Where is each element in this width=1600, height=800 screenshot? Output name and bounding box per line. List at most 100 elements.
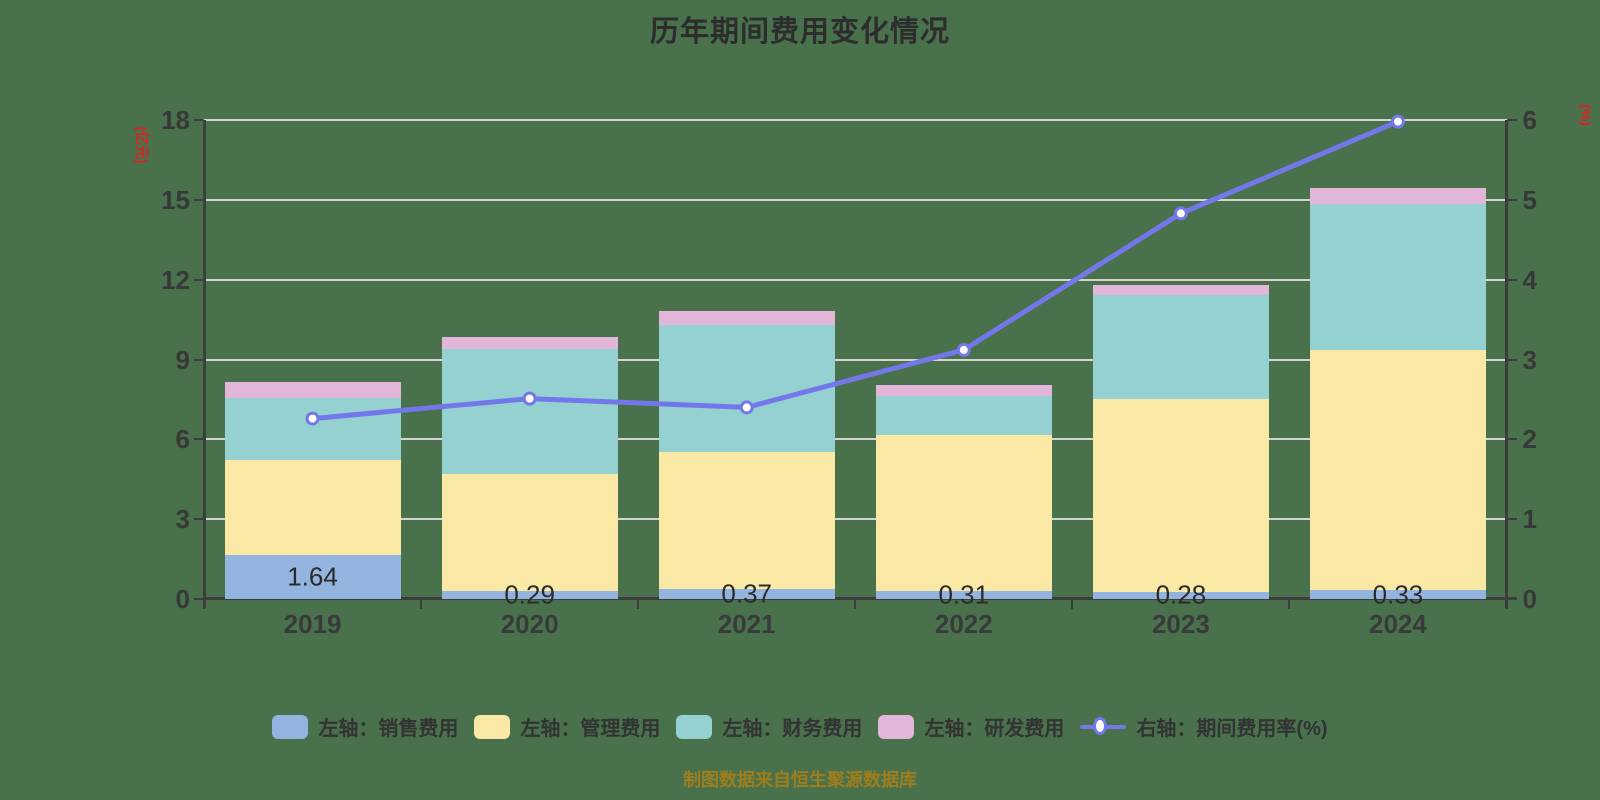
x-axis-category-label: 2021 <box>717 609 776 639</box>
bar-segment-2024-s0[interactable] <box>1309 590 1486 599</box>
right-axis-tick <box>1508 518 1517 521</box>
legend-item-1[interactable]: 左轴：管理费用 <box>474 712 660 741</box>
left-axis-tick-label: 6 <box>175 424 190 455</box>
gridline <box>204 438 1507 441</box>
expense-ratio-point[interactable] <box>305 411 320 426</box>
legend-label: 左轴：研发费用 <box>924 718 1065 740</box>
left-axis-tick-label: 15 <box>161 184 190 215</box>
legend-label: 右轴：期间费用率(%) <box>1136 718 1328 740</box>
bar-value-label: 0.29 <box>504 579 555 610</box>
bar-value-label: 0.33 <box>1372 579 1424 610</box>
left-axis-tick <box>193 598 203 600</box>
data-source-footer: 制图数据来自恒生聚源数据库 <box>683 770 917 790</box>
bar-segment-2019-s1[interactable] <box>224 460 401 556</box>
left-axis-tick <box>193 198 203 201</box>
legend-line-marker-icon <box>1080 715 1127 739</box>
legend-swatch-icon <box>474 714 511 739</box>
right-axis-tick-label: 1 <box>1522 504 1537 535</box>
expense-ratio-point[interactable] <box>739 400 754 415</box>
x-axis-tick <box>1288 599 1291 609</box>
right-axis-line <box>1505 120 1508 608</box>
left-axis-tick <box>193 278 203 281</box>
left-axis-tick <box>193 438 203 441</box>
x-axis-line <box>202 596 1517 600</box>
right-axis-tick-label: 0 <box>1522 584 1537 614</box>
legend: 左轴：销售费用 左轴：管理费用 左轴：财务费用 左轴：研发费用 右轴：期间费用率(%) <box>0 712 1600 741</box>
right-axis-tick <box>1508 278 1517 281</box>
legend-item-2[interactable]: 左轴：财务费用 <box>676 712 862 741</box>
right-axis-tick <box>1508 358 1517 361</box>
bar-segment-2022-s0[interactable] <box>875 590 1052 599</box>
x-axis-category-label: 2022 <box>934 609 993 639</box>
right-axis-tick <box>1508 198 1517 201</box>
bar-value-label: 1.64 <box>287 561 338 592</box>
bar-segment-2024-s1[interactable] <box>1309 349 1486 591</box>
expense-ratio-point[interactable] <box>1390 114 1405 129</box>
right-axis-tick <box>1508 119 1517 121</box>
bar-segment-2023-s1[interactable] <box>1092 398 1269 592</box>
x-axis-category-label: 2019 <box>283 609 342 639</box>
left-axis-line <box>202 120 206 608</box>
x-axis-tick <box>1071 599 1074 609</box>
chart-title: 历年期间费用变化情况 <box>649 16 950 48</box>
left-axis-tick-label: 12 <box>161 264 190 295</box>
x-axis-tick <box>203 599 205 609</box>
bar-segment-2023-s2[interactable] <box>1092 295 1269 399</box>
expense-ratio-point[interactable] <box>522 391 537 406</box>
bar-segment-2021-s1[interactable] <box>658 451 835 590</box>
expense-ratio-line <box>312 119 1399 422</box>
right-axis-tick <box>1508 598 1517 600</box>
bar-segment-2021-s2[interactable] <box>658 324 835 452</box>
legend-swatch-icon <box>878 714 915 739</box>
x-axis-tick <box>1505 599 1508 609</box>
bar-segment-2019-s2[interactable] <box>224 398 401 461</box>
x-axis-tick <box>854 599 857 609</box>
legend-item-3[interactable]: 左轴：研发费用 <box>878 712 1064 741</box>
bar-segment-2019-s3[interactable] <box>224 382 401 399</box>
legend-item-0[interactable]: 左轴：销售费用 <box>272 712 458 741</box>
bar-value-label: 0.28 <box>1155 579 1207 610</box>
gridline <box>204 119 1507 121</box>
bar-segment-2023-s3[interactable] <box>1092 285 1269 296</box>
bar-segment-2020-s0[interactable] <box>441 591 618 599</box>
right-axis-tick <box>1508 438 1517 441</box>
x-axis-category-label: 2020 <box>500 609 559 639</box>
bar-segment-2024-s2[interactable] <box>1309 204 1486 350</box>
bar-value-label: 0.37 <box>721 578 773 609</box>
bar-segment-2022-s1[interactable] <box>875 435 1052 591</box>
legend-item-4[interactable]: 右轴：期间费用率(%) <box>1080 712 1328 741</box>
gridline <box>204 358 1507 361</box>
gridline <box>204 198 1507 201</box>
left-axis-tick-label: 9 <box>175 344 190 375</box>
left-axis-tick <box>193 358 203 361</box>
expense-ratio-point[interactable] <box>1173 206 1188 221</box>
bar-segment-2020-s3[interactable] <box>441 337 618 349</box>
x-axis-category-label: 2024 <box>1369 609 1427 639</box>
legend-swatch-icon <box>676 714 713 739</box>
bar-segment-2020-s1[interactable] <box>441 474 618 592</box>
bar-segment-2020-s2[interactable] <box>441 348 618 475</box>
bar-segment-2024-s3[interactable] <box>1309 188 1486 205</box>
right-axis-tick-label: 4 <box>1522 264 1537 295</box>
gridline <box>204 518 1507 521</box>
bar-segment-2022-s2[interactable] <box>875 396 1052 436</box>
x-axis-tick <box>637 599 640 609</box>
bar-segment-2021-s3[interactable] <box>658 311 835 325</box>
bar-segment-2021-s0[interactable] <box>658 589 835 599</box>
right-axis-tick-label: 3 <box>1522 344 1537 375</box>
right-axis-tick-label: 2 <box>1522 424 1537 455</box>
left-axis-tick-label: 0 <box>175 584 190 614</box>
bar-segment-2023-s0[interactable] <box>1092 591 1269 599</box>
legend-label: 左轴：销售费用 <box>318 718 459 740</box>
legend-label: 左轴：管理费用 <box>520 718 661 740</box>
left-axis-tick <box>193 119 203 121</box>
expense-ratio-point[interactable] <box>956 342 971 357</box>
left-axis-tick-label: 18 <box>161 105 190 135</box>
bar-segment-2019-s0[interactable] <box>224 555 401 599</box>
left-axis-tick-label: 3 <box>175 504 190 535</box>
legend-label: 左轴：财务费用 <box>722 718 863 740</box>
bar-segment-2022-s3[interactable] <box>875 385 1052 397</box>
